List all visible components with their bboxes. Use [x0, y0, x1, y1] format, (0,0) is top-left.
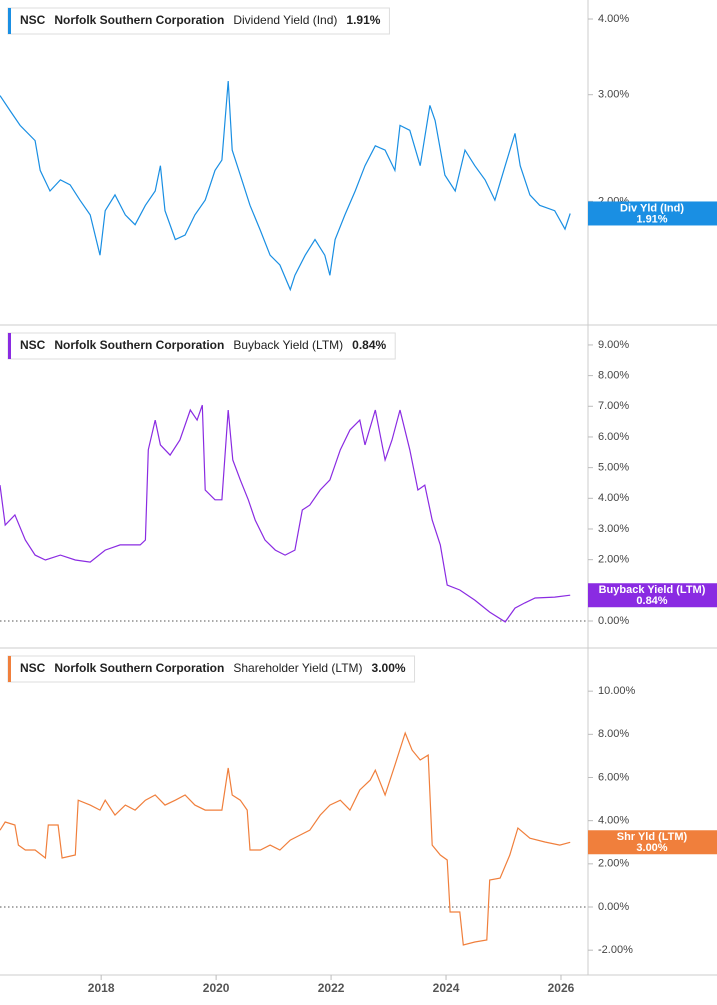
legend-series-name: Dividend Yield (Ind) [233, 13, 337, 27]
y-tick-label: 6.00% [598, 771, 629, 783]
x-tick-label: 2018 [88, 981, 115, 995]
legend-box [7, 332, 396, 360]
end-label-value: 3.00% [636, 842, 667, 854]
x-tick-label: 2026 [548, 981, 575, 995]
y-tick-label: 3.00% [598, 523, 629, 535]
y-tick-label: 4.00% [598, 815, 629, 827]
end-label-box [588, 583, 717, 608]
legend-value: 1.91% [346, 13, 380, 27]
legend-series-name: Shareholder Yield (LTM) [233, 661, 362, 675]
y-tick-label: 6.00% [598, 431, 629, 443]
legend-ticker: NSC [20, 338, 46, 352]
y-tick-label: 2.00% [598, 554, 629, 566]
series-line [0, 404, 571, 623]
end-label-box [588, 830, 717, 855]
end-label-box [588, 201, 717, 226]
end-label-name: Buyback Yield (LTM) [599, 584, 706, 596]
y-tick-label: 7.00% [598, 400, 629, 412]
legend-value: 0.84% [352, 338, 386, 352]
legend: NSC Norfolk Southern Corporation Dividend … [7, 7, 390, 35]
y-tick-label: 0.00% [598, 615, 629, 627]
end-label-name: Div Yld (Ind) [620, 202, 684, 214]
legend-series-name: Buyback Yield (LTM) [233, 338, 343, 352]
end-label-value: 1.91% [636, 213, 667, 225]
y-tick-label: 4.00% [598, 13, 629, 25]
legend-box [7, 655, 416, 683]
legend-value: 3.00% [372, 661, 406, 675]
y-tick-label: 8.00% [598, 370, 629, 382]
series-line [0, 80, 571, 292]
y-tick-label: 3.00% [598, 89, 629, 101]
end-label-name: Shr Yld (LTM) [617, 831, 688, 843]
legend-box [7, 7, 390, 35]
legend-swatch [8, 8, 11, 34]
y-tick-label: 9.00% [598, 339, 629, 351]
y-tick-label: 0.00% [598, 901, 629, 913]
y-tick-label: 10.00% [598, 685, 636, 697]
series-line [0, 731, 571, 946]
x-tick-label: 2022 [318, 981, 345, 995]
legend-company: Norfolk Southern Corporation [54, 13, 224, 27]
legend-swatch [8, 656, 11, 682]
x-tick-label: 2020 [203, 981, 230, 995]
legend-company: Norfolk Southern Corporation [54, 661, 224, 675]
legend-company: Norfolk Southern Corporation [54, 338, 224, 352]
legend-ticker: NSC [20, 13, 46, 27]
legend: NSC Norfolk Southern Corporation Buyback Y… [7, 332, 396, 360]
legend-ticker: NSC [20, 661, 46, 675]
y-tick-label: 4.00% [598, 492, 629, 504]
end-label-value: 0.84% [636, 595, 667, 607]
y-tick-label: 2.00% [598, 858, 629, 870]
y-tick-label: 8.00% [598, 728, 629, 740]
y-tick-label: 5.00% [598, 462, 629, 474]
legend: NSC Norfolk Southern Corporation Sharehold… [7, 655, 416, 683]
legend-swatch [8, 333, 11, 359]
x-tick-label: 2024 [433, 981, 460, 995]
y-tick-label: -2.00% [598, 944, 633, 956]
